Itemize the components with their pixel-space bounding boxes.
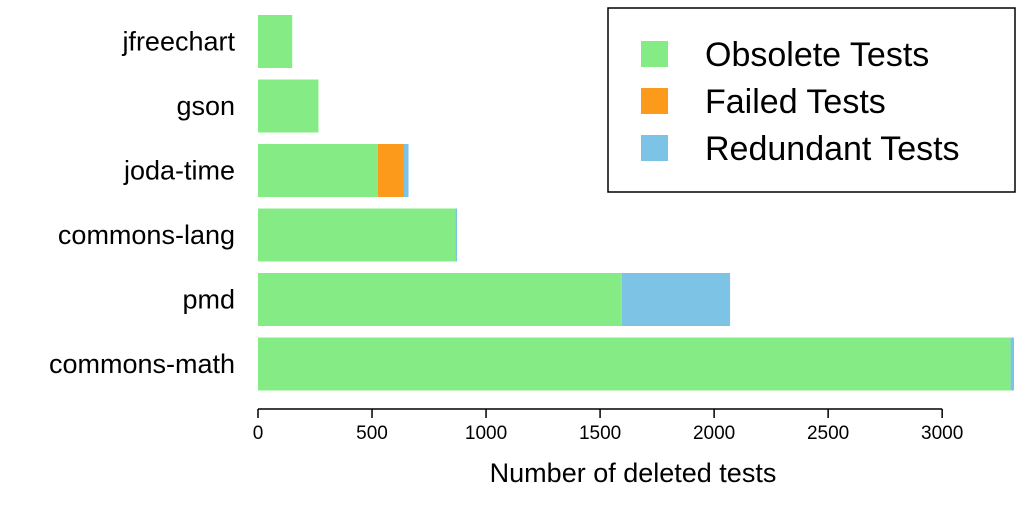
bar-joda-time-failed-tests	[377, 144, 404, 197]
legend-items: Obsolete Tests Failed Tests Redundant Test…	[641, 36, 960, 168]
bar-jfreechart-obsolete-tests	[258, 15, 293, 68]
legend: Obsolete Tests Failed Tests Redundant Test…	[607, 7, 1016, 193]
x-tick-label: 0	[253, 423, 264, 444]
category-label: jfreechart	[121, 27, 235, 57]
bar-joda-time-obsolete-tests	[258, 144, 378, 197]
bar-gson-obsolete-tests	[258, 79, 319, 133]
legend-label: Redundant Tests	[705, 130, 960, 168]
bar-commons-lang-obsolete-tests	[258, 208, 456, 262]
x-tick-label: 2500	[807, 423, 849, 444]
bar-pmd-redundant-tests	[621, 273, 731, 326]
x-tick-label: 3000	[921, 423, 963, 444]
legend-swatch	[641, 88, 668, 114]
legend-swatch	[641, 41, 668, 67]
category-label: joda-time	[123, 156, 235, 186]
legend-box	[607, 7, 1016, 193]
bar-pmd-obsolete-tests	[258, 273, 622, 326]
bar-joda-time-redundant-tests	[403, 144, 409, 197]
bar-commons-math-redundant-tests	[1010, 337, 1014, 391]
legend-swatch	[641, 135, 668, 161]
category-label: gson	[176, 91, 235, 121]
bars-layer	[258, 15, 1014, 391]
category-labels: jfreechart gson joda-time commons-lang pmd co…	[49, 27, 236, 380]
legend-label: Obsolete Tests	[705, 36, 929, 74]
bar-commons-math-obsolete-tests	[258, 337, 1011, 391]
x-tick-label: 2000	[693, 423, 735, 444]
bar-commons-lang-redundant-tests	[455, 208, 458, 262]
x-tick-label: 1500	[579, 423, 621, 444]
legend-label: Failed Tests	[705, 83, 886, 121]
category-label: pmd	[182, 285, 235, 315]
x-tick-label: 1000	[465, 423, 507, 444]
category-label: commons-math	[49, 349, 235, 379]
category-label: commons-lang	[58, 220, 235, 250]
x-axis-title: Number of deleted tests	[490, 458, 777, 488]
x-tick-label: 500	[356, 423, 388, 444]
x-axis: 0 500 1000 1500 2000 2500 3000	[253, 408, 963, 444]
